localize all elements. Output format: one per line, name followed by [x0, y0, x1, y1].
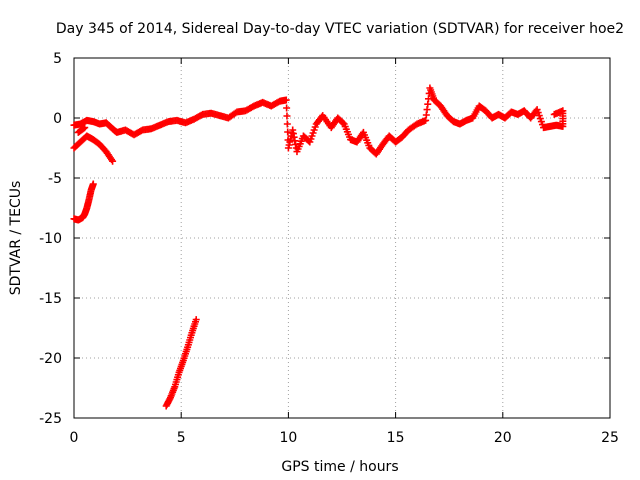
- x-axis-label: GPS time / hours: [281, 459, 398, 475]
- x-tick-label: 25: [601, 430, 619, 446]
- axis-ticks: 0 5 10 15 20 25 5 0 -5 -10 -15 -20 -25: [39, 51, 619, 446]
- grid-lines: [74, 58, 610, 418]
- data-point: [284, 128, 292, 136]
- series-descending-arc: [70, 124, 117, 165]
- x-tick-label: 20: [494, 430, 512, 446]
- data-point: [192, 316, 200, 324]
- y-tick-label: 5: [53, 51, 62, 67]
- y-tick-label: -25: [39, 411, 62, 427]
- x-tick-label: 10: [279, 430, 297, 446]
- data-point: [283, 104, 291, 112]
- data-points: [70, 84, 567, 410]
- y-tick-label: -10: [39, 231, 62, 247]
- data-point: [283, 120, 291, 128]
- series-low-segment: [70, 180, 97, 224]
- y-tick-label: -15: [39, 291, 62, 307]
- y-axis-label: SDTVAR / TECUs: [8, 181, 24, 296]
- data-point: [339, 119, 347, 127]
- series-main-band: [70, 84, 567, 158]
- data-point: [81, 124, 89, 132]
- data-point: [283, 112, 291, 120]
- chart-title: Day 345 of 2014, Sidereal Day-to-day VTE…: [56, 21, 624, 37]
- y-tick-label: 0: [53, 111, 62, 127]
- data-point: [89, 180, 97, 188]
- data-point: [109, 157, 117, 165]
- x-tick-label: 5: [177, 430, 186, 446]
- y-tick-label: -5: [48, 171, 62, 187]
- x-tick-label: 0: [70, 430, 79, 446]
- x-tick-label: 15: [387, 430, 405, 446]
- series-deep-segment: [162, 316, 200, 410]
- y-tick-label: -20: [39, 351, 62, 367]
- data-point: [550, 110, 558, 118]
- data-point: [282, 96, 290, 104]
